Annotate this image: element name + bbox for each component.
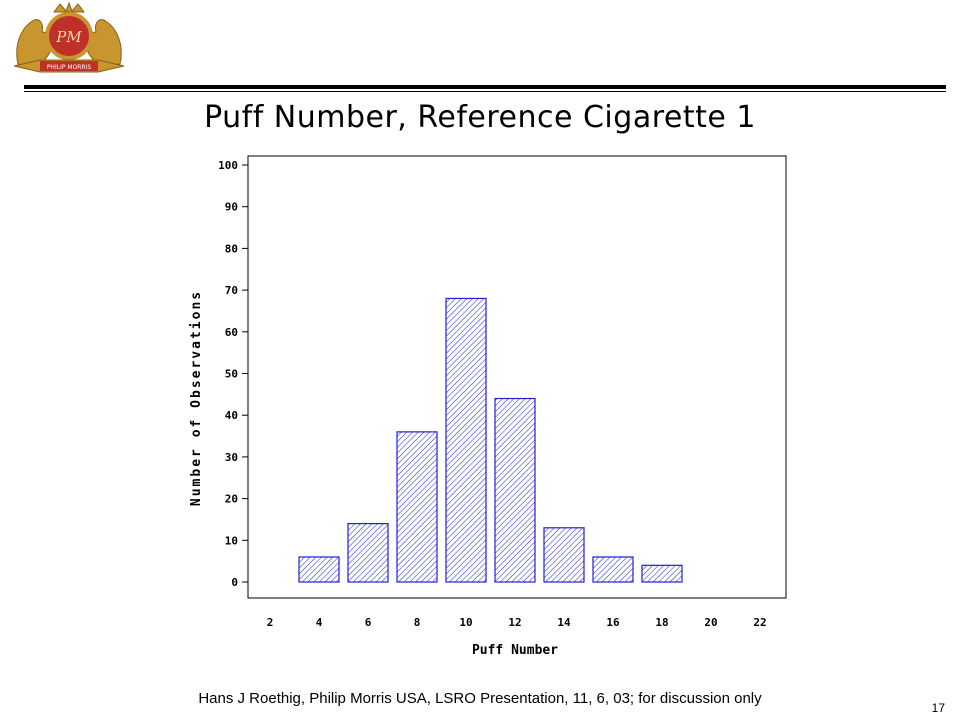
page-number: 17	[931, 701, 945, 715]
bar-puff-6	[347, 523, 389, 583]
logo-monogram: PM	[55, 28, 82, 46]
logo-banner-text: PHILIP MORRIS	[47, 64, 92, 71]
plot-frame	[247, 155, 787, 599]
y-tick-label: 70	[225, 284, 238, 297]
x-tick-label: 20	[704, 616, 717, 629]
y-tick-label: 100	[218, 159, 238, 172]
bar-puff-12	[494, 397, 536, 583]
x-tick-label: 10	[459, 616, 472, 629]
bar-puff-10	[445, 297, 487, 583]
bar-puff-18	[641, 564, 683, 583]
y-tick-label: 90	[225, 201, 238, 214]
philip-morris-logo: PM PHILIP MORRIS	[10, 1, 128, 74]
y-tick-label: 10	[225, 534, 238, 547]
x-tick-label: 6	[365, 616, 372, 629]
x-tick-label: 4	[316, 616, 323, 629]
footer-text: Hans J Roethig, Philip Morris USA, LSRO …	[198, 690, 762, 707]
bar-puff-8	[396, 431, 438, 583]
bar-puff-16	[592, 556, 634, 583]
y-tick-label: 60	[225, 326, 238, 339]
y-tick-label: 0	[231, 576, 238, 589]
x-tick-label: 8	[414, 616, 421, 629]
y-tick-label: 80	[225, 242, 238, 255]
x-tick-label: 22	[753, 616, 766, 629]
bar-puff-14	[543, 527, 585, 583]
y-axis-label: Number of Observations	[189, 290, 204, 506]
x-tick-label: 16	[606, 616, 620, 629]
x-tick-label: 12	[508, 616, 521, 629]
bar-puff-4	[298, 556, 340, 583]
y-tick-label: 50	[225, 368, 238, 381]
y-axis-ticks: 0 10 20 30 40 50 60 70 80 90 100	[218, 159, 248, 589]
x-axis-label: Puff Number	[472, 643, 558, 658]
y-tick-label: 40	[225, 409, 238, 422]
x-tick-label: 14	[557, 616, 571, 629]
header-rule-thin	[24, 91, 946, 92]
bars	[298, 297, 683, 583]
x-tick-label: 2	[267, 616, 274, 629]
y-tick-label: 30	[225, 451, 238, 464]
y-tick-label: 20	[225, 493, 238, 506]
header-rule-thick	[24, 85, 946, 89]
chart-title: Puff Number, Reference Cigarette 1	[204, 100, 756, 135]
x-tick-label: 18	[655, 616, 668, 629]
x-axis-ticks: 2 4 6 8 10 12 14 16 18 20 22	[267, 616, 767, 629]
